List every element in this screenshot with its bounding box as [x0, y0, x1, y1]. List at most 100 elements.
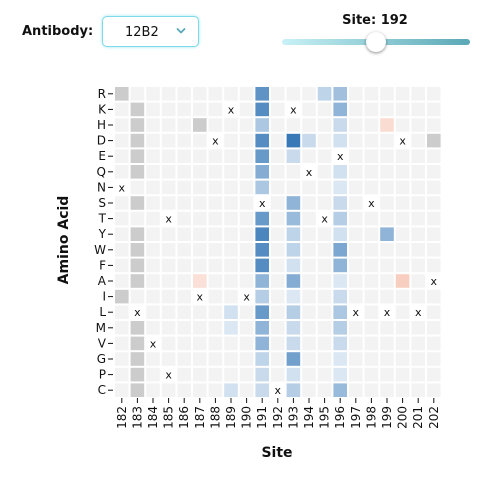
heatmap-cell-P-187[interactable] — [193, 367, 207, 382]
heatmap-cell-T-182[interactable] — [115, 211, 129, 226]
heatmap-cell-F-190[interactable] — [239, 258, 254, 273]
heatmap-cell-Y-186[interactable] — [177, 227, 191, 241]
heatmap-cell-T-202[interactable] — [427, 211, 441, 226]
heatmap-cell-I-185[interactable] — [161, 289, 176, 304]
heatmap-cell-I-199[interactable] — [380, 289, 394, 304]
heatmap-cell-S-193[interactable] — [286, 196, 301, 210]
heatmap-cell-R-182[interactable] — [115, 87, 129, 101]
heatmap-cell-E-199[interactable] — [380, 149, 394, 163]
heatmap-cell-H-201[interactable] — [411, 118, 425, 132]
heatmap-cell-I-198[interactable] — [364, 289, 379, 304]
heatmap-cell-Y-190[interactable] — [239, 227, 254, 241]
heatmap-cell-S-199[interactable] — [380, 196, 394, 210]
heatmap-cell-T-200[interactable] — [395, 211, 410, 226]
heatmap-cell-P-194[interactable] — [302, 367, 316, 382]
heatmap-cell-F-196[interactable] — [333, 258, 347, 273]
heatmap-cell-Y-192[interactable] — [271, 227, 285, 241]
heatmap-cell-E-184[interactable] — [146, 149, 160, 163]
heatmap-cell-S-189[interactable] — [224, 196, 238, 210]
heatmap-cell-L-182[interactable] — [115, 305, 129, 319]
antibody-select[interactable]: 12B2 — [102, 16, 199, 47]
heatmap-cell-Q-202[interactable] — [427, 165, 441, 179]
heatmap-cell-D-184[interactable] — [146, 133, 160, 148]
heatmap-cell-I-194[interactable] — [302, 289, 316, 304]
heatmap-cell-C-199[interactable] — [380, 383, 394, 397]
heatmap-cell-S-198[interactable] — [364, 196, 379, 210]
heatmap-cell-K-184[interactable] — [146, 102, 160, 117]
heatmap-cell-Q-185[interactable] — [161, 165, 176, 179]
heatmap-cell-I-197[interactable] — [349, 289, 363, 304]
heatmap-cell-I-184[interactable] — [146, 289, 160, 304]
heatmap-cell-F-195[interactable] — [317, 258, 332, 273]
heatmap-cell-K-186[interactable] — [177, 102, 191, 117]
heatmap-cell-A-191[interactable] — [255, 274, 269, 288]
heatmap-cell-L-197[interactable] — [349, 305, 363, 319]
heatmap-cell-Q-201[interactable] — [411, 165, 425, 179]
heatmap-cell-S-184[interactable] — [146, 196, 160, 210]
heatmap-cell-F-192[interactable] — [271, 258, 285, 273]
heatmap-cell-R-200[interactable] — [395, 87, 410, 101]
heatmap-cell-M-197[interactable] — [349, 321, 363, 335]
heatmap-cell-E-192[interactable] — [271, 149, 285, 163]
heatmap-cell-M-191[interactable] — [255, 321, 269, 335]
heatmap-cell-I-193[interactable] — [286, 289, 301, 304]
heatmap-cell-D-199[interactable] — [380, 133, 394, 148]
heatmap-cell-Q-196[interactable] — [333, 165, 347, 179]
heatmap-cell-C-194[interactable] — [302, 383, 316, 397]
heatmap-cell-H-192[interactable] — [271, 118, 285, 132]
site-slider[interactable] — [282, 32, 470, 52]
heatmap-cell-A-200[interactable] — [395, 274, 410, 288]
heatmap-cell-P-185[interactable] — [161, 367, 176, 382]
heatmap-cell-N-187[interactable] — [193, 180, 207, 195]
heatmap-cell-Q-189[interactable] — [224, 165, 238, 179]
heatmap-cell-T-196[interactable] — [333, 211, 347, 226]
heatmap-cell-Y-196[interactable] — [333, 227, 347, 241]
heatmap-cell-D-187[interactable] — [193, 133, 207, 148]
heatmap-cell-G-192[interactable] — [271, 352, 285, 366]
heatmap-cell-R-195[interactable] — [317, 87, 332, 101]
heatmap-cell-P-195[interactable] — [317, 367, 332, 382]
heatmap-cell-A-196[interactable] — [333, 274, 347, 288]
heatmap-cell-K-188[interactable] — [208, 102, 223, 117]
heatmap-cell-D-200[interactable] — [395, 133, 410, 148]
heatmap-cell-T-199[interactable] — [380, 211, 394, 226]
heatmap-cell-T-189[interactable] — [224, 211, 238, 226]
heatmap-cell-Y-183[interactable] — [130, 227, 145, 241]
heatmap-cell-Y-188[interactable] — [208, 227, 223, 241]
heatmap-cell-N-190[interactable] — [239, 180, 254, 195]
heatmap-cell-R-190[interactable] — [239, 87, 254, 101]
heatmap-cell-Y-199[interactable] — [380, 227, 394, 241]
heatmap-cell-N-184[interactable] — [146, 180, 160, 195]
heatmap-cell-D-196[interactable] — [333, 133, 347, 148]
heatmap-cell-P-191[interactable] — [255, 367, 269, 382]
heatmap-cell-C-195[interactable] — [317, 383, 332, 397]
heatmap-cell-Q-183[interactable] — [130, 165, 145, 179]
heatmap-cell-T-195[interactable] — [317, 211, 332, 226]
heatmap-cell-G-182[interactable] — [115, 352, 129, 366]
heatmap-cell-Q-186[interactable] — [177, 165, 191, 179]
heatmap-cell-W-195[interactable] — [317, 243, 332, 257]
heatmap-cell-L-200[interactable] — [395, 305, 410, 319]
heatmap-cell-D-192[interactable] — [271, 133, 285, 148]
heatmap-cell-D-197[interactable] — [349, 133, 363, 148]
heatmap-cell-L-189[interactable] — [224, 305, 238, 319]
heatmap-cell-M-199[interactable] — [380, 321, 394, 335]
heatmap-cell-K-191[interactable] — [255, 102, 269, 117]
heatmap-cell-H-193[interactable] — [286, 118, 301, 132]
heatmap-cell-A-197[interactable] — [349, 274, 363, 288]
heatmap-cell-L-186[interactable] — [177, 305, 191, 319]
heatmap-cell-D-183[interactable] — [130, 133, 145, 148]
heatmap-cell-E-201[interactable] — [411, 149, 425, 163]
heatmap-cell-N-182[interactable] — [115, 180, 129, 195]
heatmap-cell-S-195[interactable] — [317, 196, 332, 210]
heatmap-cell-W-189[interactable] — [224, 243, 238, 257]
heatmap-cell-V-197[interactable] — [349, 336, 363, 351]
heatmap-cell-M-186[interactable] — [177, 321, 191, 335]
heatmap-cell-G-185[interactable] — [161, 352, 176, 366]
heatmap-cell-D-185[interactable] — [161, 133, 176, 148]
heatmap-cell-N-193[interactable] — [286, 180, 301, 195]
heatmap-cell-Q-191[interactable] — [255, 165, 269, 179]
heatmap-cell-C-189[interactable] — [224, 383, 238, 397]
heatmap-cell-W-192[interactable] — [271, 243, 285, 257]
heatmap-cell-N-197[interactable] — [349, 180, 363, 195]
